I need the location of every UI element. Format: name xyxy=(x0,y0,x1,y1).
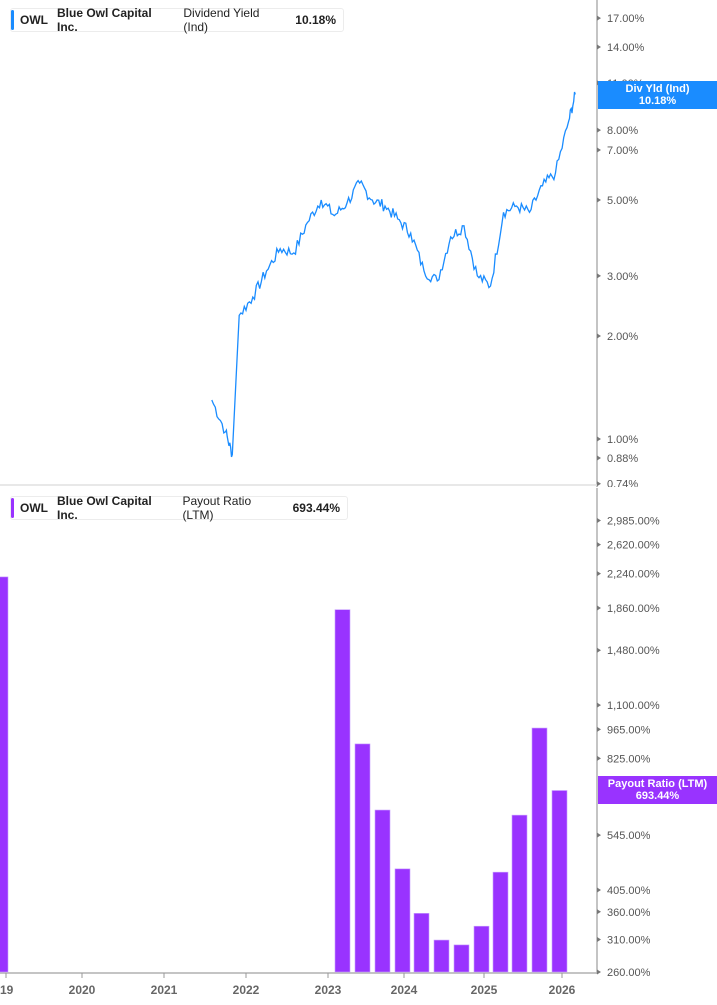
y-tick-mark xyxy=(597,44,601,50)
x-tick-label: 2020 xyxy=(69,983,96,997)
x-tick-label: 2025 xyxy=(471,983,498,997)
y-tick-label: 2,240.00% xyxy=(607,569,660,581)
payout-ratio-panel: 2,985.00% 2,620.00% 2,240.00% 1,860.00% 1,48… xyxy=(0,488,717,1005)
payout-ratio-bar[interactable] xyxy=(374,809,391,973)
current-payout-tag: Payout Ratio (LTM) 693.44% xyxy=(598,776,717,804)
y-tick-mark xyxy=(597,755,601,761)
payout-ratio-bar[interactable] xyxy=(473,925,490,973)
y-tick-mark xyxy=(597,197,601,203)
x-axis-ticks: 19 2020 2021 2022 2023 2024 2025 2026 xyxy=(0,973,576,997)
y-tick-mark xyxy=(597,481,601,487)
y-tick-mark xyxy=(597,147,601,153)
y-tick-mark xyxy=(597,15,601,21)
ticker-label: OWL xyxy=(20,501,48,515)
y-tick-label: 405.00% xyxy=(607,885,651,897)
dividend-yield-legend[interactable]: OWL Blue Owl Capital Inc. Dividend Yield… xyxy=(10,6,344,34)
y-tick-label: 7.00% xyxy=(607,145,638,157)
y-tick-label: 1,100.00% xyxy=(607,700,660,712)
payout-ratio-bar[interactable] xyxy=(413,913,430,973)
y-tick-mark xyxy=(597,887,601,893)
y-tick-mark xyxy=(597,517,601,523)
payout-ratio-legend[interactable]: OWL Blue Owl Capital Inc. Payout Ratio (… xyxy=(10,494,348,522)
x-tick-label: 2021 xyxy=(151,983,178,997)
y-tick-mark xyxy=(597,647,601,653)
payout-ratio-bar[interactable] xyxy=(354,743,371,973)
series-color-swatch xyxy=(11,498,14,518)
current-yield-tag: Div Yld (Ind) 10.18% xyxy=(598,81,717,109)
y-tick-mark xyxy=(597,273,601,279)
current-yield-tag-label: Div Yld (Ind) xyxy=(625,83,690,95)
dividend-yield-chart: 17.00%14.00%11.00%8.00%7.00%5.00%3.00%2.… xyxy=(0,0,645,487)
y-tick-label: 5.00% xyxy=(607,195,638,207)
y-axis-ticks: 2,985.00% 2,620.00% 2,240.00% 1,860.00% 1,48… xyxy=(597,515,660,979)
y-tick-label: 260.00% xyxy=(607,967,651,979)
y-tick-label: 0.74% xyxy=(607,479,638,487)
x-tick-label: 2023 xyxy=(315,983,342,997)
y-tick-label: 310.00% xyxy=(607,934,651,946)
current-yield-tag-value: 10.18% xyxy=(638,95,677,107)
ticker-label: OWL xyxy=(20,13,48,27)
y-tick-label: 965.00% xyxy=(607,724,651,736)
metric-value: 10.18% xyxy=(295,13,336,27)
payout-ratio-bar[interactable] xyxy=(0,576,9,973)
y-tick-label: 0.88% xyxy=(607,453,638,465)
x-tick-label: 2024 xyxy=(391,983,418,997)
payout-ratio-bars xyxy=(0,576,568,973)
payout-ratio-bar[interactable] xyxy=(511,814,528,973)
payout-ratio-chart: 2,985.00% 2,620.00% 2,240.00% 1,860.00% 1,48… xyxy=(0,488,660,997)
y-tick-label: 2.00% xyxy=(607,331,638,343)
y-tick-label: 825.00% xyxy=(607,753,651,765)
payout-ratio-bar[interactable] xyxy=(433,939,450,973)
current-payout-tag-value: 693.44% xyxy=(635,790,680,802)
dividend-yield-line[interactable] xyxy=(211,91,576,458)
y-tick-mark xyxy=(597,605,601,611)
y-tick-label: 17.00% xyxy=(607,13,645,25)
y-tick-mark xyxy=(597,571,601,577)
y-axis-ticks: 17.00%14.00%11.00%8.00%7.00%5.00%3.00%2.… xyxy=(597,13,645,487)
y-tick-mark xyxy=(597,936,601,942)
y-tick-mark xyxy=(597,542,601,548)
y-tick-mark xyxy=(597,726,601,732)
current-payout-tag-label: Payout Ratio (LTM) xyxy=(607,778,708,790)
y-tick-label: 2,620.00% xyxy=(607,540,660,552)
y-tick-mark xyxy=(597,127,601,133)
y-tick-mark xyxy=(597,969,601,975)
y-tick-label: 1.00% xyxy=(607,434,638,446)
y-tick-label: 360.00% xyxy=(607,907,651,919)
y-tick-mark xyxy=(597,333,601,339)
y-tick-mark xyxy=(597,832,601,838)
payout-ratio-bar[interactable] xyxy=(492,871,509,973)
series-color-swatch xyxy=(11,10,14,30)
x-tick-label: 2022 xyxy=(233,983,260,997)
metric-value: 693.44% xyxy=(292,501,340,515)
y-tick-label: 1,860.00% xyxy=(607,603,660,615)
payout-ratio-bar[interactable] xyxy=(334,609,351,973)
payout-ratio-bar[interactable] xyxy=(531,727,548,973)
payout-ratio-bar[interactable] xyxy=(453,944,470,973)
payout-ratio-bar[interactable] xyxy=(551,790,568,973)
company-name: Blue Owl Capital Inc. xyxy=(57,494,152,522)
y-tick-mark xyxy=(597,909,601,915)
y-tick-mark xyxy=(597,436,601,442)
payout-ratio-bar[interactable] xyxy=(394,868,411,973)
y-tick-label: 14.00% xyxy=(607,42,645,54)
y-tick-label: 2,985.00% xyxy=(607,515,660,527)
y-tick-mark xyxy=(597,702,601,708)
x-tick-label: 19 xyxy=(0,983,14,997)
x-tick-label: 2026 xyxy=(549,983,576,997)
dividend-yield-panel: 17.00%14.00%11.00%8.00%7.00%5.00%3.00%2.… xyxy=(0,0,717,487)
y-tick-label: 8.00% xyxy=(607,125,638,137)
metric-name: Dividend Yield (Ind) xyxy=(183,6,260,34)
y-tick-label: 1,480.00% xyxy=(607,645,660,657)
y-tick-label: 545.00% xyxy=(607,830,651,842)
y-tick-label: 3.00% xyxy=(607,271,638,283)
company-name: Blue Owl Capital Inc. xyxy=(57,6,152,34)
metric-name: Payout Ratio (LTM) xyxy=(182,494,252,522)
y-tick-mark xyxy=(597,455,601,461)
